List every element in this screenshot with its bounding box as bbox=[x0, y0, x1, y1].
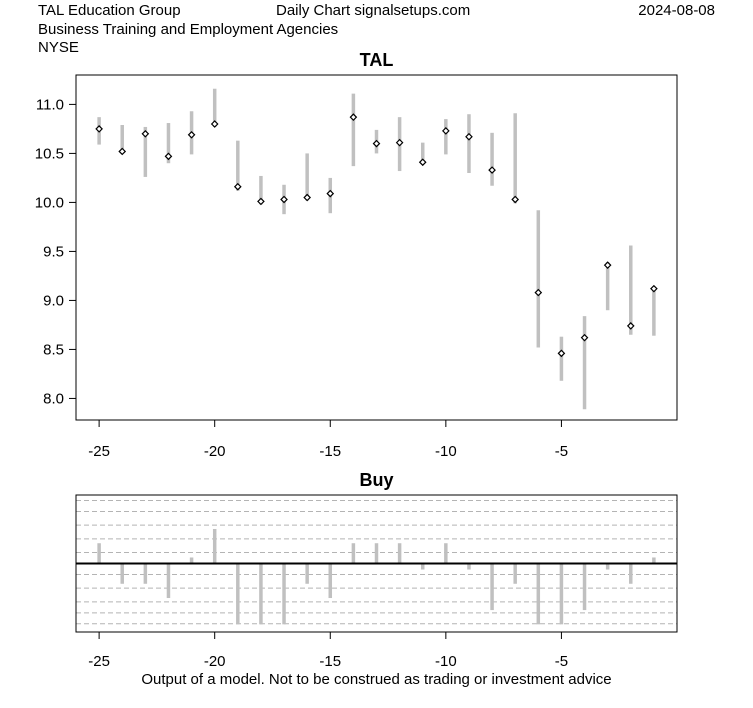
price-close-marker bbox=[534, 288, 543, 297]
company-name: TAL Education Group bbox=[38, 2, 181, 19]
buy-gridlines bbox=[76, 499, 677, 625]
buy-bars bbox=[97, 528, 656, 625]
price-close-marker bbox=[372, 139, 381, 148]
price-y-tick-label: 9.5 bbox=[43, 243, 64, 260]
price-close-marker bbox=[650, 284, 658, 293]
buy-x-tick-label: -25 bbox=[88, 653, 110, 670]
buy-signal-panel: Buy -25 -20 -15 -10 -5 bbox=[75, 470, 678, 670]
price-close-marker bbox=[603, 261, 612, 269]
buy-x-tick-label: -10 bbox=[435, 653, 457, 670]
price-close-marker bbox=[580, 333, 589, 342]
price-close-marker bbox=[303, 193, 312, 202]
price-chart-title: TAL bbox=[360, 50, 394, 70]
price-x-tick-label: -10 bbox=[435, 443, 457, 460]
price-close-marker bbox=[349, 113, 358, 121]
price-y-axis: 8.0 8.5 9.0 9.5 10.0 10.5 11.0 bbox=[35, 96, 77, 407]
price-close-marker bbox=[233, 182, 242, 191]
price-close-marker bbox=[280, 195, 288, 204]
price-close-marker bbox=[441, 127, 450, 135]
price-chart-frame bbox=[75, 74, 678, 421]
source-label: Daily Chart signalsetups.com bbox=[276, 2, 471, 19]
price-close-marker bbox=[118, 147, 127, 156]
price-x-tick-label: -15 bbox=[319, 443, 341, 460]
buy-x-tick-label: -5 bbox=[555, 653, 568, 670]
price-close-marker bbox=[164, 152, 173, 161]
exchange-label: NYSE bbox=[38, 39, 79, 56]
price-x-tick-label: -25 bbox=[88, 443, 110, 460]
price-y-tick-label: 10.5 bbox=[35, 145, 64, 162]
price-y-tick-label: 9.0 bbox=[43, 292, 64, 309]
price-close-marker bbox=[257, 197, 265, 206]
buy-x-tick-label: -15 bbox=[319, 653, 341, 670]
price-close-marker bbox=[488, 166, 496, 174]
industry-label: Business Training and Employment Agencie… bbox=[38, 21, 339, 38]
price-close-marker bbox=[557, 349, 566, 358]
price-close-marker bbox=[511, 195, 520, 204]
price-bars bbox=[95, 88, 658, 410]
price-close-marker bbox=[326, 189, 335, 198]
price-x-axis: -25 -20 -15 -10 -5 bbox=[88, 419, 568, 460]
chart-date: 2024-08-08 bbox=[638, 2, 715, 19]
price-y-tick-label: 8.0 bbox=[43, 390, 64, 407]
price-close-marker bbox=[141, 129, 150, 138]
price-close-marker bbox=[395, 138, 404, 147]
buy-x-tick-label: -20 bbox=[204, 653, 226, 670]
price-y-tick-label: 8.5 bbox=[43, 341, 64, 358]
buy-x-axis: -25 -20 -15 -10 -5 bbox=[88, 631, 568, 670]
price-close-marker bbox=[95, 125, 103, 133]
price-close-marker bbox=[626, 322, 635, 330]
price-x-tick-label: -20 bbox=[204, 443, 226, 460]
price-close-marker bbox=[210, 120, 219, 128]
price-x-tick-label: -5 bbox=[555, 443, 568, 460]
price-close-marker bbox=[465, 132, 473, 141]
price-y-tick-label: 10.0 bbox=[35, 194, 64, 211]
price-close-marker bbox=[187, 130, 196, 139]
price-close-marker bbox=[418, 158, 427, 167]
buy-chart-title: Buy bbox=[359, 470, 393, 490]
disclaimer: Output of a model. Not to be construed a… bbox=[141, 671, 612, 688]
price-y-tick-label: 11.0 bbox=[36, 96, 64, 113]
